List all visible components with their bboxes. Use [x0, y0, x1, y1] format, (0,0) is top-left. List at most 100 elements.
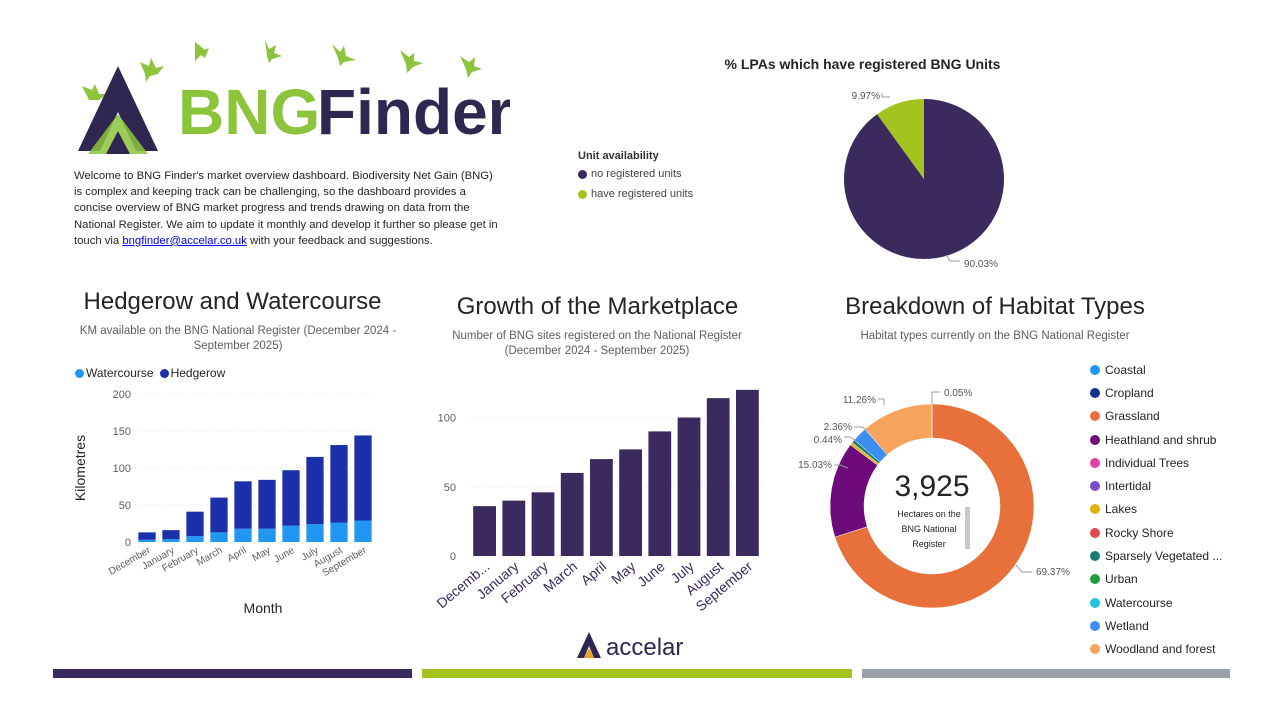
legend-dot-icon — [1090, 527, 1100, 538]
growth-bar-6 — [648, 431, 672, 556]
pie-leader-line — [881, 93, 890, 98]
bar-hedgerow-0 — [138, 532, 156, 540]
habitat-legend-item[interactable]: Woodland and forest — [1090, 638, 1222, 661]
growth-bar-chart: 050100Decemb...JanuaryFebruaryMarchApril… — [433, 389, 762, 614]
habitat-legend-label: Heathland and shrub — [1105, 432, 1217, 447]
x-axis-title: Month — [244, 600, 283, 616]
growth-bar-7 — [677, 417, 701, 556]
hedgerow-legend: Watercourse Hedgerow — [75, 366, 225, 380]
bar-hedgerow-3 — [210, 497, 228, 533]
bar-watercourse-1 — [162, 539, 180, 542]
bar-hedgerow-9 — [354, 435, 372, 521]
habitat-legend-label: Watercourse — [1105, 595, 1173, 610]
x-tick-label: March — [540, 558, 580, 595]
growth-bar-0 — [473, 506, 496, 556]
y-tick-label: 100 — [113, 463, 131, 475]
legend-dot-icon — [1090, 387, 1100, 398]
lpa-legend-item[interactable]: no registered units — [578, 168, 693, 180]
y-tick-label: 50 — [444, 482, 456, 494]
donut-leader-line — [834, 464, 849, 469]
legend-dot-icon — [1090, 434, 1100, 445]
legend-dot-icon — [1090, 364, 1100, 375]
pie-leader-line — [945, 254, 960, 262]
bar-hedgerow-8 — [330, 445, 348, 523]
bar-watercourse-6 — [282, 525, 300, 542]
legend-label: Watercourse — [86, 366, 154, 380]
donut-center-label: BNG National — [901, 524, 956, 534]
donut-center-value: 3,925 — [894, 470, 969, 503]
donut-label: 11.26% — [843, 395, 876, 406]
legend-dot-icon — [1090, 644, 1100, 655]
y-tick-label: 200 — [113, 389, 131, 401]
legend-dot-icon — [1090, 457, 1100, 468]
birds-icon — [82, 40, 482, 100]
habitat-legend-label: Wetland — [1105, 618, 1149, 633]
donut-leader-line — [878, 398, 885, 405]
intro-text-before: Welcome to BNG Finder's market overview … — [74, 170, 498, 247]
donut-slice-grassland — [834, 403, 1035, 609]
lpa-legend-label: no registered units — [591, 168, 682, 180]
donut-center-label: Hectares on the — [897, 509, 961, 519]
legend-dot-icon — [578, 189, 587, 199]
habitat-legend-item[interactable]: Cropland — [1090, 381, 1222, 404]
pie-label: 90.03% — [964, 259, 998, 270]
bar-watercourse-0 — [138, 539, 156, 542]
x-tick-label: May — [251, 545, 273, 564]
bar-watercourse-2 — [186, 536, 204, 542]
y-tick-label: 0 — [125, 537, 131, 549]
legend-dot-icon — [1090, 597, 1100, 608]
legend-item-watercourse[interactable]: Watercourse — [75, 366, 154, 380]
legend-dot-icon — [1090, 620, 1100, 631]
intro-text: Welcome to BNG Finder's market overview … — [74, 168, 504, 249]
habitat-legend-item[interactable]: Urban — [1090, 568, 1222, 591]
growth-bar-9 — [736, 389, 759, 556]
habitat-legend-label: Urban — [1105, 572, 1138, 587]
hedgerow-bar-chart: 050100150200DecemberJanuaryFebruaryMarch… — [72, 389, 375, 616]
bar-hedgerow-5 — [258, 479, 276, 529]
habitat-legend-item[interactable]: Individual Trees — [1090, 451, 1222, 474]
growth-bar-3 — [560, 472, 584, 556]
bar-hedgerow-4 — [234, 481, 252, 529]
lpa-legend-item[interactable]: have registered units — [578, 188, 693, 200]
habitat-legend-item[interactable]: Lakes — [1090, 498, 1222, 521]
habitat-legend-label: Rocky Shore — [1105, 525, 1174, 540]
legend-item-hedgerow[interactable]: Hedgerow — [159, 366, 225, 380]
habitat-legend: Coastal Cropland Grassland Heathland and sh… — [1090, 358, 1222, 661]
habitat-legend-item[interactable]: Rocky Shore — [1090, 521, 1222, 544]
habitat-legend-item[interactable]: Heathland and shrub — [1090, 428, 1222, 451]
hedgerow-chart-subtitle: KM available on the BNG National Registe… — [79, 325, 397, 352]
bar-watercourse-4 — [234, 528, 252, 542]
habitat-legend-label: Cropland — [1105, 385, 1154, 400]
habitat-legend-item[interactable]: Intertidal — [1090, 474, 1222, 497]
habitat-legend-item[interactable]: Sparsely Vegetated ... — [1090, 544, 1222, 567]
legend-dot-icon — [1090, 574, 1100, 585]
contact-email-link[interactable]: bngfinder@accelar.co.uk — [122, 234, 247, 247]
habitat-legend-item[interactable]: Grassland — [1090, 405, 1222, 428]
logo-text-finder: Finder — [317, 76, 510, 148]
x-tick-label: June — [272, 545, 297, 566]
growth-bar-1 — [502, 500, 526, 556]
habitat-legend-label: Lakes — [1105, 502, 1138, 517]
donut-leader-line — [1015, 564, 1032, 573]
growth-bar-2 — [531, 492, 555, 556]
habitat-legend-item[interactable]: Coastal — [1090, 358, 1222, 381]
footer-strip-lime — [422, 669, 852, 678]
growth-chart-subtitle: Number of BNG sites registered on the Na… — [452, 330, 742, 357]
habitat-legend-item[interactable]: Watercourse — [1090, 591, 1222, 614]
bar-watercourse-3 — [210, 532, 228, 542]
logo-text-bng: BNG — [178, 76, 320, 148]
lpa-legend-label: have registered units — [591, 188, 694, 200]
habitat-legend-label: Sparsely Vegetated ... — [1105, 549, 1223, 564]
hedgerow-chart-title: Hedgerow and Watercourse — [83, 288, 382, 315]
donut-leader-line — [854, 426, 868, 431]
donut-label: 0.44% — [814, 435, 842, 446]
lpa-legend-title: Unit availability — [578, 150, 659, 162]
habitat-legend-label: Individual Trees — [1105, 455, 1190, 470]
y-axis-title: Kilometres — [72, 435, 88, 501]
legend-dot-icon — [578, 169, 587, 179]
accelar-logo: accelar — [577, 632, 683, 661]
donut-leader-line — [844, 436, 857, 442]
habitat-legend-item[interactable]: Wetland — [1090, 614, 1222, 637]
bar-watercourse-7 — [306, 524, 324, 542]
y-tick-label: 100 — [438, 413, 456, 425]
